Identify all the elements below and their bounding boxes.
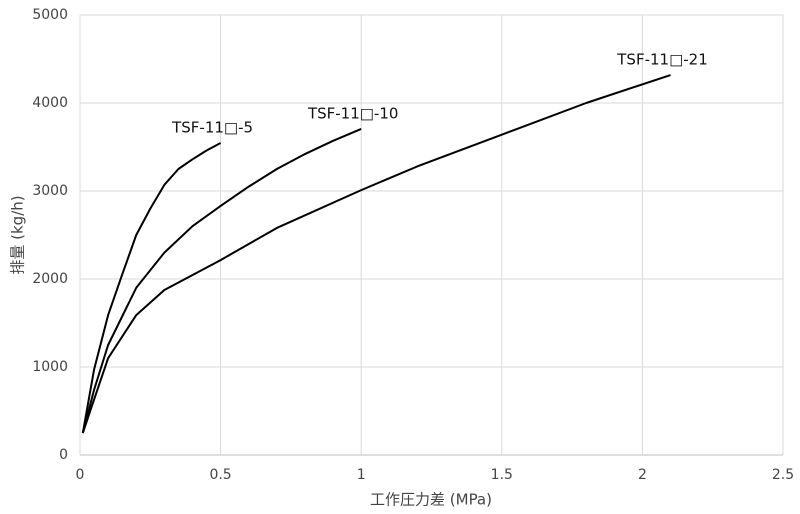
y-tick-label: 5000 [32, 7, 68, 23]
x-tick-label: 1 [357, 467, 366, 483]
series-line [81, 142, 222, 434]
series-line [81, 74, 671, 434]
x-tick-label: 1.5 [491, 467, 513, 483]
y-tick-label: 1000 [32, 359, 68, 375]
series-label: TSF-11□-5 [171, 119, 253, 137]
x-tick-label: 0 [76, 467, 85, 483]
series-label: TSF-11□-21 [616, 51, 707, 69]
y-tick-label: 2000 [32, 271, 68, 287]
x-tick-label: 0.5 [209, 467, 231, 483]
x-tick-label: 2 [638, 467, 647, 483]
x-tick-label: 2.5 [772, 467, 794, 483]
series-label: TSF-11□-10 [307, 104, 398, 122]
y-tick-label: 4000 [32, 95, 68, 111]
y-tick-label: 3000 [32, 183, 68, 199]
y-axis-title: 排量 (kg/h) [9, 195, 27, 274]
y-tick-label: 0 [59, 447, 68, 463]
series-line [81, 128, 362, 434]
x-axis-title: 工作圧力差 (MPa) [370, 491, 492, 509]
